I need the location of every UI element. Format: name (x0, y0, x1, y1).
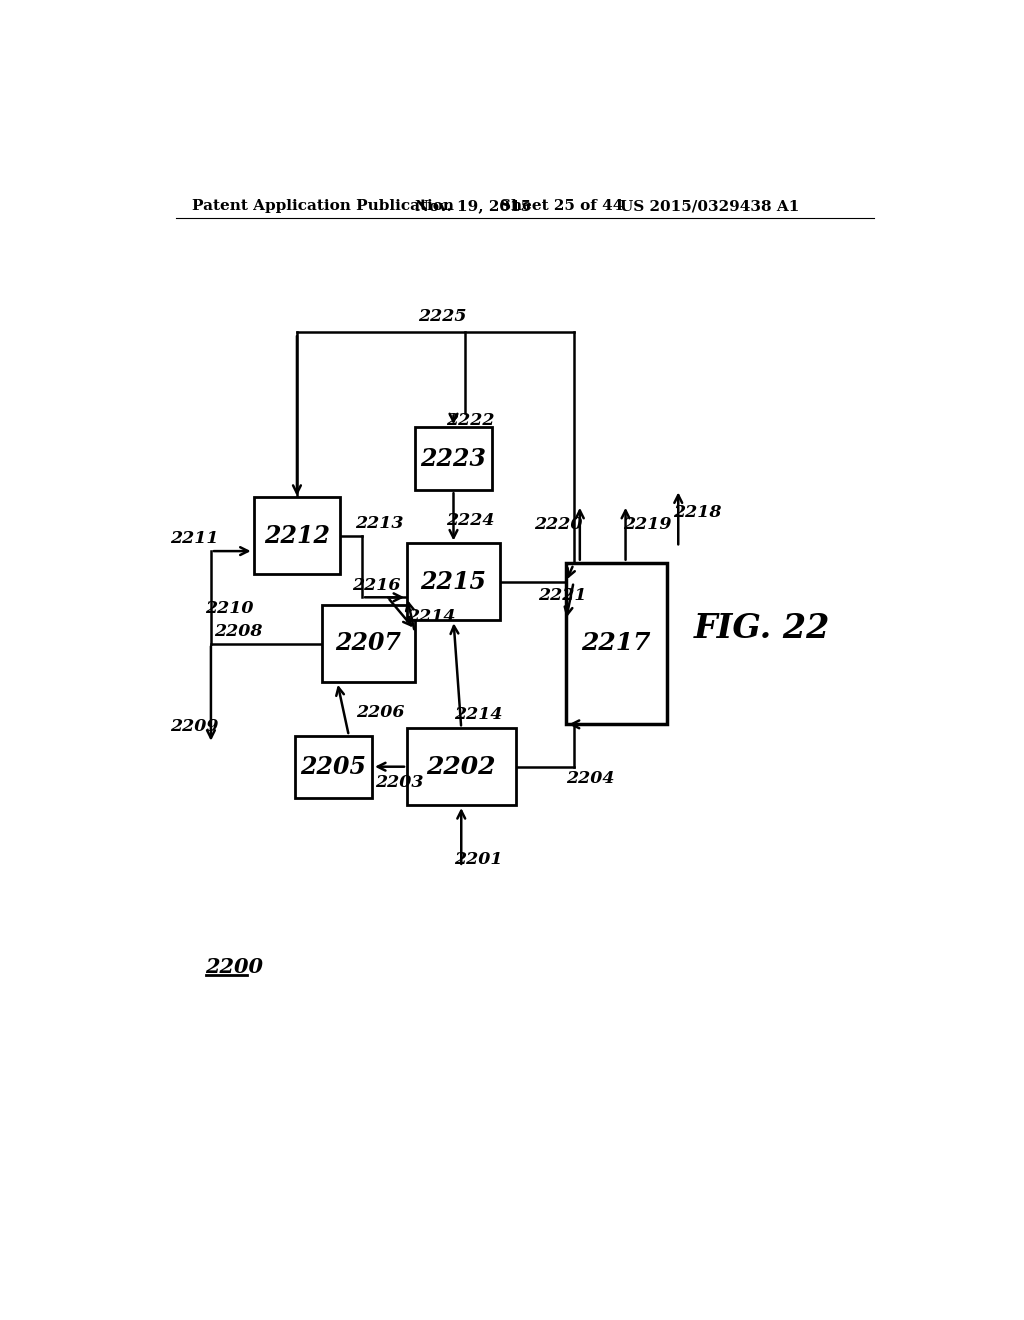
Text: 2205: 2205 (300, 755, 367, 779)
Text: 2202: 2202 (427, 755, 496, 779)
Bar (407, 544, 500, 620)
Text: 2219: 2219 (623, 516, 672, 533)
Text: 2217: 2217 (582, 631, 651, 656)
Text: 2213: 2213 (355, 515, 403, 532)
Text: 2222: 2222 (446, 412, 495, 429)
Text: 2206: 2206 (355, 705, 404, 721)
Text: 2214: 2214 (454, 706, 503, 723)
Text: 2225: 2225 (419, 308, 467, 325)
Text: 2220: 2220 (534, 516, 583, 533)
Text: 2221: 2221 (538, 587, 587, 605)
Text: 2207: 2207 (335, 631, 401, 656)
Text: 2211: 2211 (170, 531, 218, 548)
Text: 2200: 2200 (206, 957, 263, 977)
Text: US 2015/0329438 A1: US 2015/0329438 A1 (621, 199, 800, 213)
Text: 2212: 2212 (264, 524, 330, 548)
Bar (254, 498, 340, 574)
Text: 2214: 2214 (408, 609, 456, 626)
Text: 2209: 2209 (170, 718, 218, 735)
Text: 2224: 2224 (446, 512, 495, 529)
Text: 2223: 2223 (421, 446, 486, 471)
Bar (295, 737, 372, 797)
Text: 2218: 2218 (674, 504, 722, 521)
Text: Patent Application Publication: Patent Application Publication (191, 199, 454, 213)
Text: 2204: 2204 (566, 770, 615, 787)
Bar (415, 428, 493, 490)
Text: FIG. 22: FIG. 22 (693, 611, 830, 644)
Text: Nov. 19, 2015: Nov. 19, 2015 (415, 199, 530, 213)
Text: 2208: 2208 (214, 623, 262, 640)
Text: Sheet 25 of 44: Sheet 25 of 44 (500, 199, 624, 213)
Text: 2203: 2203 (375, 774, 424, 791)
Text: 2215: 2215 (421, 570, 486, 594)
Bar (566, 562, 667, 725)
Text: 2216: 2216 (352, 577, 400, 594)
Bar (407, 729, 515, 805)
Text: 2201: 2201 (454, 850, 503, 867)
Text: 2210: 2210 (205, 601, 254, 618)
Bar (322, 605, 415, 682)
